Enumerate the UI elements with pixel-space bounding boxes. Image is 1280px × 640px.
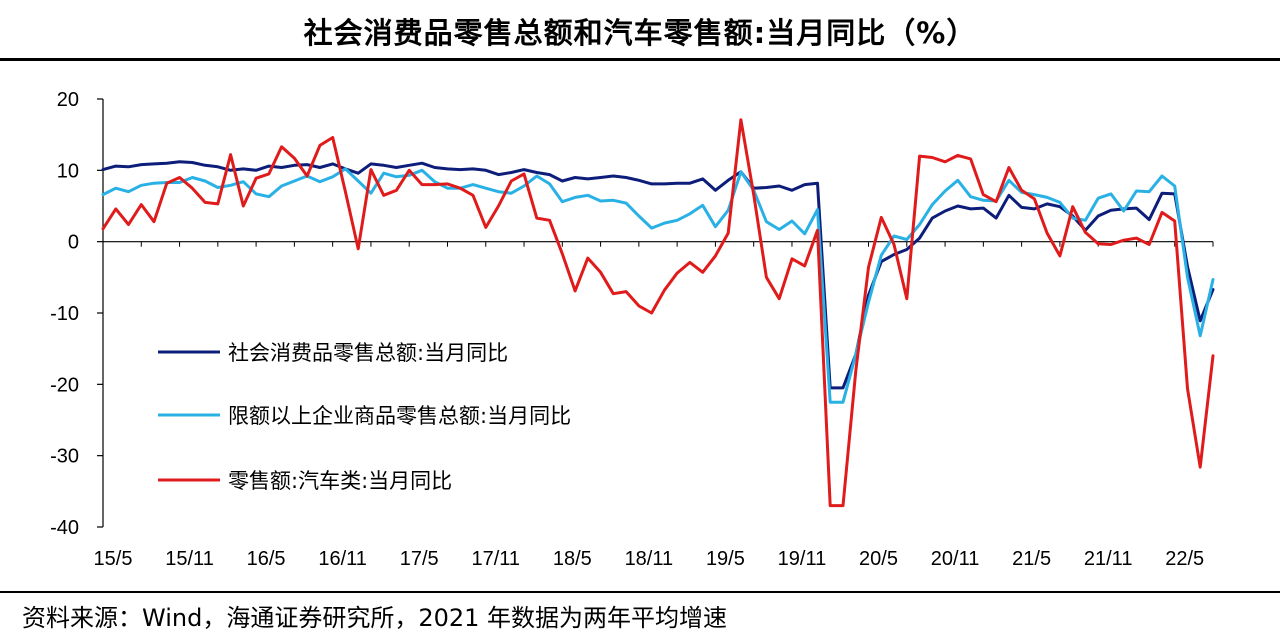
series-line-2 xyxy=(101,118,1215,508)
x-tick-label: 16/5 xyxy=(247,548,286,570)
y-tick-label: -40 xyxy=(50,517,79,539)
y-axis: 20 10 0 -10 -20 -30 -40 xyxy=(50,89,104,539)
y-tick-label: 20 xyxy=(57,89,79,111)
series-line-0 xyxy=(101,160,1215,390)
x-tick-label: 20/5 xyxy=(859,548,898,570)
line-chart: 20 10 0 -10 -20 -30 -40 15/5 15/11 16/5 16/11 17/5… xyxy=(50,89,1215,570)
y-tick-label: 0 xyxy=(68,232,79,254)
series-layer xyxy=(101,118,1215,508)
legend-label-2: 零售额:汽车类:当月同比 xyxy=(228,469,452,493)
y-tick-label: -10 xyxy=(50,303,79,325)
x-tick-label: 18/5 xyxy=(553,548,592,570)
x-tick-label: 17/11 xyxy=(471,548,520,570)
x-tick-label: 22/5 xyxy=(1165,548,1204,570)
footer-rule xyxy=(0,591,1280,593)
x-tick-label: 21/11 xyxy=(1084,548,1133,570)
x-tick-label: 19/5 xyxy=(706,548,745,570)
chart-title: 社会消费品零售总额和汽车零售额:当月同比（%） xyxy=(303,16,977,50)
x-tick-label: 17/5 xyxy=(400,548,439,570)
x-tick-label: 20/11 xyxy=(931,548,980,570)
x-tick-label: 15/5 xyxy=(94,548,133,570)
legend-label-0: 社会消费品零售总额:当月同比 xyxy=(228,341,508,365)
x-axis: 15/5 15/11 16/5 16/11 17/5 17/11 18/5 18/11 19/5… xyxy=(94,241,1214,570)
y-tick-label: 10 xyxy=(57,160,79,182)
legend: 社会消费品零售总额:当月同比限额以上企业商品零售总额:当月同比零售额:汽车类:当… xyxy=(158,341,571,493)
x-tick-label: 18/11 xyxy=(625,548,674,570)
title-rule xyxy=(0,58,1280,61)
x-tick-label: 21/5 xyxy=(1012,548,1051,570)
legend-label-1: 限额以上企业商品零售总额:当月同比 xyxy=(228,404,571,428)
x-tick-label: 15/11 xyxy=(165,548,214,570)
x-tick-label: 16/11 xyxy=(318,548,367,570)
y-tick-label: -30 xyxy=(50,446,79,468)
x-tick-label: 19/11 xyxy=(778,548,827,570)
y-tick-label: -20 xyxy=(50,374,79,396)
source-note: 资料来源：Wind，海通证券研究所，2021 年数据为两年平均增速 xyxy=(22,604,728,632)
